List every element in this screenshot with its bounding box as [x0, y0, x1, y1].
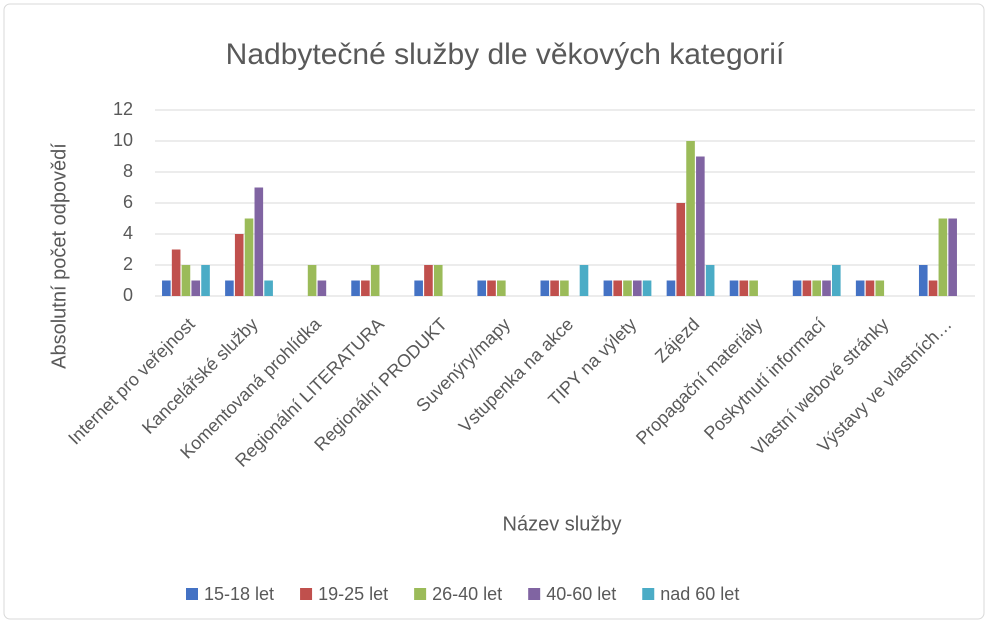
legend-swatch — [414, 588, 427, 600]
bar — [676, 203, 686, 296]
y-tick-label: 2 — [123, 254, 133, 274]
bar — [948, 218, 957, 296]
legend-label: 26-40 let — [432, 584, 502, 604]
bar — [370, 265, 380, 296]
bar — [579, 265, 589, 296]
y-tick-label: 6 — [123, 192, 133, 212]
chart-title: Nadbytečné služby dle věkových kategorií — [226, 38, 785, 71]
y-tick-label: 4 — [123, 223, 133, 243]
y-tick-label: 0 — [123, 285, 133, 305]
legend-swatch — [186, 588, 198, 600]
y-tick-label: 10 — [113, 130, 133, 150]
bar — [875, 280, 885, 296]
bar — [225, 280, 234, 296]
bar — [181, 265, 191, 296]
bar — [264, 280, 273, 296]
legend-swatch — [300, 588, 313, 600]
legend-swatch — [528, 588, 541, 600]
bar — [686, 141, 695, 296]
bar — [918, 265, 928, 296]
bar — [361, 280, 370, 296]
bar — [613, 280, 622, 296]
bar — [855, 280, 865, 296]
x-axis-title: Název služby — [503, 513, 622, 535]
bar — [234, 234, 244, 296]
bar — [497, 280, 506, 296]
bar — [550, 280, 559, 296]
y-tick-label: 8 — [123, 161, 133, 181]
bar — [191, 280, 201, 296]
bar — [424, 265, 433, 296]
bar — [865, 280, 875, 296]
bar — [477, 280, 487, 296]
bar — [171, 249, 181, 296]
legend-label: 40-60 let — [546, 584, 616, 604]
bar — [307, 265, 317, 296]
bar — [792, 280, 802, 296]
y-tick-label: 12 — [113, 99, 133, 119]
legend-label: 19-25 let — [318, 584, 388, 604]
bar — [802, 280, 812, 296]
bar — [560, 280, 569, 296]
legend-label: 15-18 let — [204, 584, 274, 604]
bar — [317, 280, 327, 296]
bar — [540, 280, 550, 296]
bar — [487, 280, 496, 296]
bar — [729, 280, 739, 296]
bar — [433, 265, 443, 296]
bar — [603, 280, 613, 296]
bar — [938, 218, 948, 296]
bar — [414, 280, 423, 296]
bar — [749, 280, 758, 296]
bar — [244, 218, 254, 296]
legend-swatch — [642, 588, 655, 600]
bar — [162, 280, 171, 296]
bar — [822, 280, 831, 296]
y-axis-title: Absolutní počet odpovědí — [48, 143, 70, 369]
bar — [666, 280, 676, 296]
bar — [642, 280, 652, 296]
bar — [623, 280, 632, 296]
bar — [254, 187, 264, 296]
bar — [812, 280, 822, 296]
bar — [705, 265, 715, 296]
chart-frame — [3, 3, 985, 620]
bar — [832, 265, 841, 296]
bar — [928, 280, 938, 296]
bar — [201, 265, 210, 296]
bar — [351, 280, 360, 296]
bar — [739, 280, 749, 296]
bar — [632, 280, 642, 296]
legend-label: nad 60 let — [660, 584, 739, 604]
bar — [696, 156, 705, 296]
